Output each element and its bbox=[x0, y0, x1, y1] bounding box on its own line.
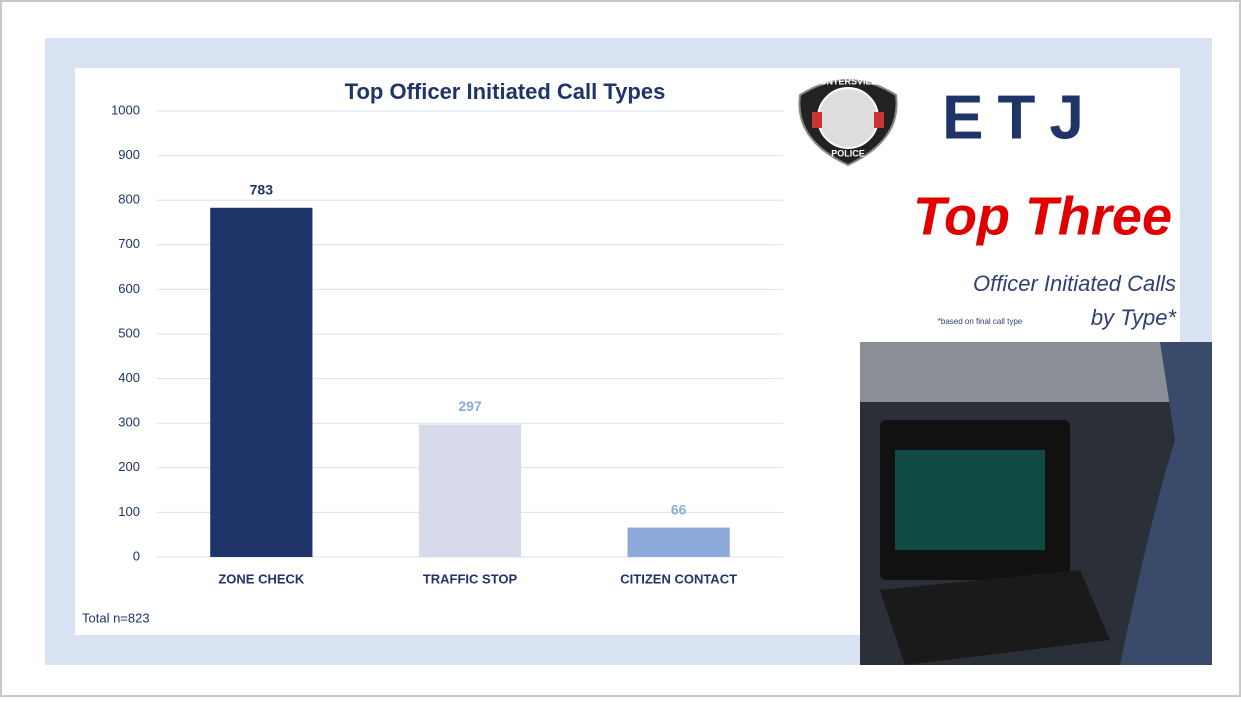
y-tick-label: 200 bbox=[118, 459, 140, 474]
value-label: 297 bbox=[458, 398, 482, 414]
y-tick-label: 400 bbox=[118, 370, 140, 385]
flag bbox=[874, 112, 884, 128]
badge-text: HUNTERSVILLE bbox=[813, 76, 882, 86]
y-tick-label: 0 bbox=[133, 548, 140, 563]
headline: Top Three bbox=[913, 186, 1172, 246]
y-tick-label: 500 bbox=[118, 325, 140, 340]
window bbox=[860, 342, 1212, 402]
x-tick-label: CITIZEN CONTACT bbox=[620, 571, 737, 586]
chart-title: Top Officer Initiated Call Types bbox=[345, 79, 666, 104]
bar bbox=[210, 207, 313, 558]
heading: ETJ bbox=[942, 83, 1098, 152]
badge-text: POLICE bbox=[831, 148, 865, 158]
y-tick-label: 1000 bbox=[111, 102, 140, 117]
badge-seal bbox=[817, 87, 879, 149]
y-tick-label: 800 bbox=[118, 192, 140, 207]
subtitle: by Type* bbox=[1091, 305, 1178, 330]
laptop-screen bbox=[895, 450, 1045, 550]
bar bbox=[418, 424, 522, 557]
badge: HUNTERSVILLE POLICE bbox=[798, 76, 898, 167]
value-label: 783 bbox=[250, 181, 274, 197]
officer bbox=[1120, 342, 1212, 665]
subtitle: Officer Initiated Calls bbox=[973, 271, 1176, 296]
x-tick-label: TRAFFIC STOP bbox=[423, 571, 518, 586]
y-tick-label: 300 bbox=[118, 415, 140, 430]
y-tick-label: 600 bbox=[118, 281, 140, 296]
footnote: *based on final call type bbox=[938, 317, 1023, 326]
y-tick-label: 900 bbox=[118, 147, 140, 162]
value-label: 66 bbox=[671, 501, 687, 517]
photo bbox=[860, 342, 1212, 665]
keyboard bbox=[880, 570, 1110, 665]
x-tick-label: ZONE CHECK bbox=[218, 571, 305, 586]
flag bbox=[812, 112, 822, 128]
annotation: Total n=823 bbox=[82, 610, 150, 625]
y-tick-label: 100 bbox=[118, 504, 140, 519]
bar bbox=[627, 527, 730, 557]
y-tick-label: 700 bbox=[118, 236, 140, 251]
